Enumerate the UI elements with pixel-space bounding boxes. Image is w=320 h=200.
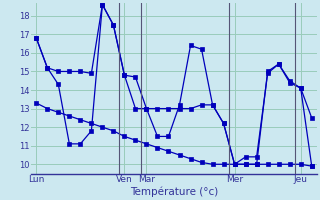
X-axis label: Température (°c): Température (°c) [130,187,218,197]
